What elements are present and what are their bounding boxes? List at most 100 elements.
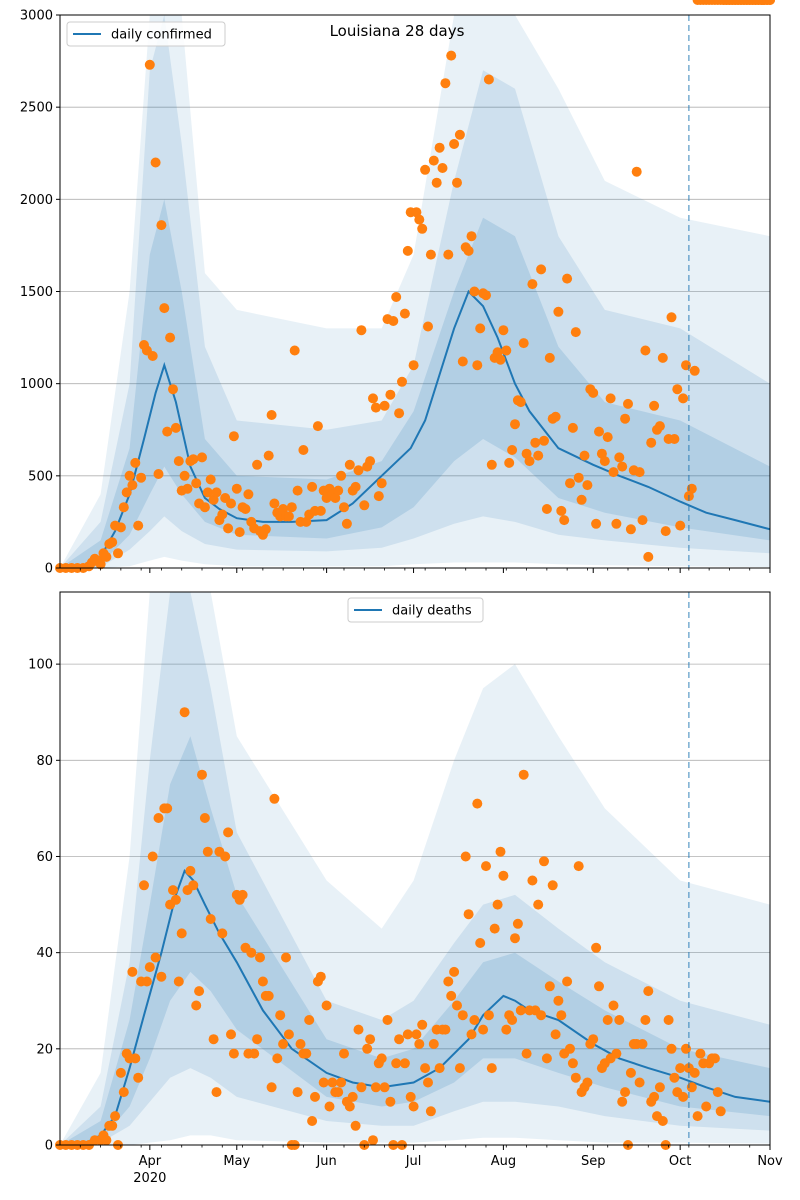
data-point bbox=[153, 469, 164, 479]
data-point bbox=[475, 323, 486, 334]
x-tick-year-label: 2020 bbox=[133, 1171, 166, 1186]
data-point bbox=[373, 491, 384, 502]
data-point bbox=[646, 437, 657, 448]
data-point bbox=[156, 220, 167, 231]
data-point bbox=[672, 384, 683, 395]
data-point bbox=[510, 933, 520, 944]
data-point bbox=[573, 472, 584, 483]
data-point bbox=[765, 0, 775, 5]
data-point bbox=[507, 1015, 518, 1025]
data-point bbox=[191, 1000, 202, 1011]
data-point bbox=[144, 59, 155, 70]
data-point bbox=[298, 445, 309, 455]
data-point bbox=[408, 1101, 419, 1112]
y-tick-label: 60 bbox=[36, 850, 53, 865]
data-point bbox=[457, 1010, 468, 1021]
y-tick-label: 0 bbox=[45, 1139, 53, 1154]
data-point bbox=[518, 769, 529, 780]
data-point bbox=[512, 918, 523, 929]
data-point bbox=[379, 1082, 390, 1093]
y-tick-label: 0 bbox=[45, 562, 53, 577]
data-point bbox=[591, 518, 602, 529]
data-point bbox=[162, 803, 173, 814]
data-point bbox=[663, 1015, 674, 1025]
data-point bbox=[562, 273, 573, 284]
data-point bbox=[539, 856, 549, 867]
data-point bbox=[582, 1077, 593, 1088]
data-point bbox=[452, 177, 462, 188]
y-tick-label: 3000 bbox=[20, 9, 53, 24]
data-point bbox=[701, 1101, 712, 1112]
data-point bbox=[553, 995, 564, 1006]
data-point bbox=[370, 402, 381, 413]
data-point bbox=[295, 1039, 306, 1049]
y-tick-label: 1000 bbox=[20, 377, 53, 392]
data-point bbox=[150, 952, 161, 963]
data-point bbox=[199, 813, 210, 823]
data-point bbox=[307, 1116, 318, 1126]
data-point bbox=[417, 223, 428, 234]
x-tick-label: Oct bbox=[669, 1154, 691, 1169]
chart-title: Louisiana 28 days bbox=[330, 22, 465, 40]
data-point bbox=[283, 511, 294, 522]
data-point bbox=[425, 1106, 436, 1117]
data-point bbox=[524, 456, 535, 467]
data-point bbox=[255, 952, 265, 963]
data-point bbox=[275, 1010, 286, 1021]
y-tick-label: 100 bbox=[28, 658, 53, 673]
data-point bbox=[608, 1000, 619, 1011]
data-point bbox=[483, 74, 494, 85]
deaths-panel: 0 20 40 60 80 100 Apr 2020 May Jun Jul Aug Sep Oct Nov… bbox=[28, 0, 783, 1186]
data-point bbox=[263, 990, 274, 1001]
data-point bbox=[153, 813, 164, 823]
data-point bbox=[515, 1005, 526, 1016]
data-point bbox=[368, 1135, 378, 1146]
legend-label: daily confirmed bbox=[111, 28, 212, 43]
data-point bbox=[565, 1043, 575, 1054]
data-point bbox=[689, 1067, 700, 1078]
data-point bbox=[544, 352, 555, 363]
data-point bbox=[443, 249, 454, 260]
data-point bbox=[588, 387, 599, 398]
data-point bbox=[147, 851, 158, 862]
data-point bbox=[507, 445, 518, 455]
data-point bbox=[336, 1077, 347, 1088]
data-point bbox=[168, 384, 178, 395]
data-point bbox=[266, 410, 277, 420]
data-point bbox=[573, 861, 584, 872]
data-point bbox=[399, 308, 410, 319]
data-point bbox=[147, 351, 158, 361]
data-point bbox=[385, 1096, 396, 1107]
band-mid bbox=[60, 15, 770, 568]
data-point bbox=[283, 1029, 294, 1040]
data-point bbox=[315, 505, 326, 516]
data-point bbox=[170, 894, 181, 905]
data-point bbox=[368, 393, 378, 404]
data-point bbox=[611, 518, 622, 529]
data-point bbox=[139, 880, 149, 891]
data-point bbox=[443, 976, 454, 987]
data-point bbox=[472, 360, 483, 371]
data-point bbox=[211, 487, 222, 498]
data-point bbox=[402, 1029, 413, 1040]
scatter-points bbox=[55, 0, 775, 1150]
data-point bbox=[278, 1039, 289, 1049]
data-point bbox=[376, 478, 387, 489]
data-point bbox=[617, 1096, 628, 1107]
data-point bbox=[231, 483, 242, 494]
data-point bbox=[565, 478, 575, 489]
data-point bbox=[208, 1034, 219, 1045]
data-point bbox=[463, 245, 474, 256]
data-point bbox=[318, 1077, 329, 1088]
data-point bbox=[292, 485, 303, 496]
data-point bbox=[675, 520, 686, 531]
data-point bbox=[347, 1091, 358, 1102]
data-point bbox=[272, 1053, 283, 1064]
data-point bbox=[353, 1024, 364, 1035]
data-point bbox=[260, 524, 271, 535]
data-point bbox=[408, 360, 419, 371]
data-point bbox=[156, 971, 167, 982]
data-point bbox=[428, 155, 439, 166]
x-tick-label: May bbox=[223, 1154, 250, 1169]
data-point bbox=[469, 286, 480, 297]
